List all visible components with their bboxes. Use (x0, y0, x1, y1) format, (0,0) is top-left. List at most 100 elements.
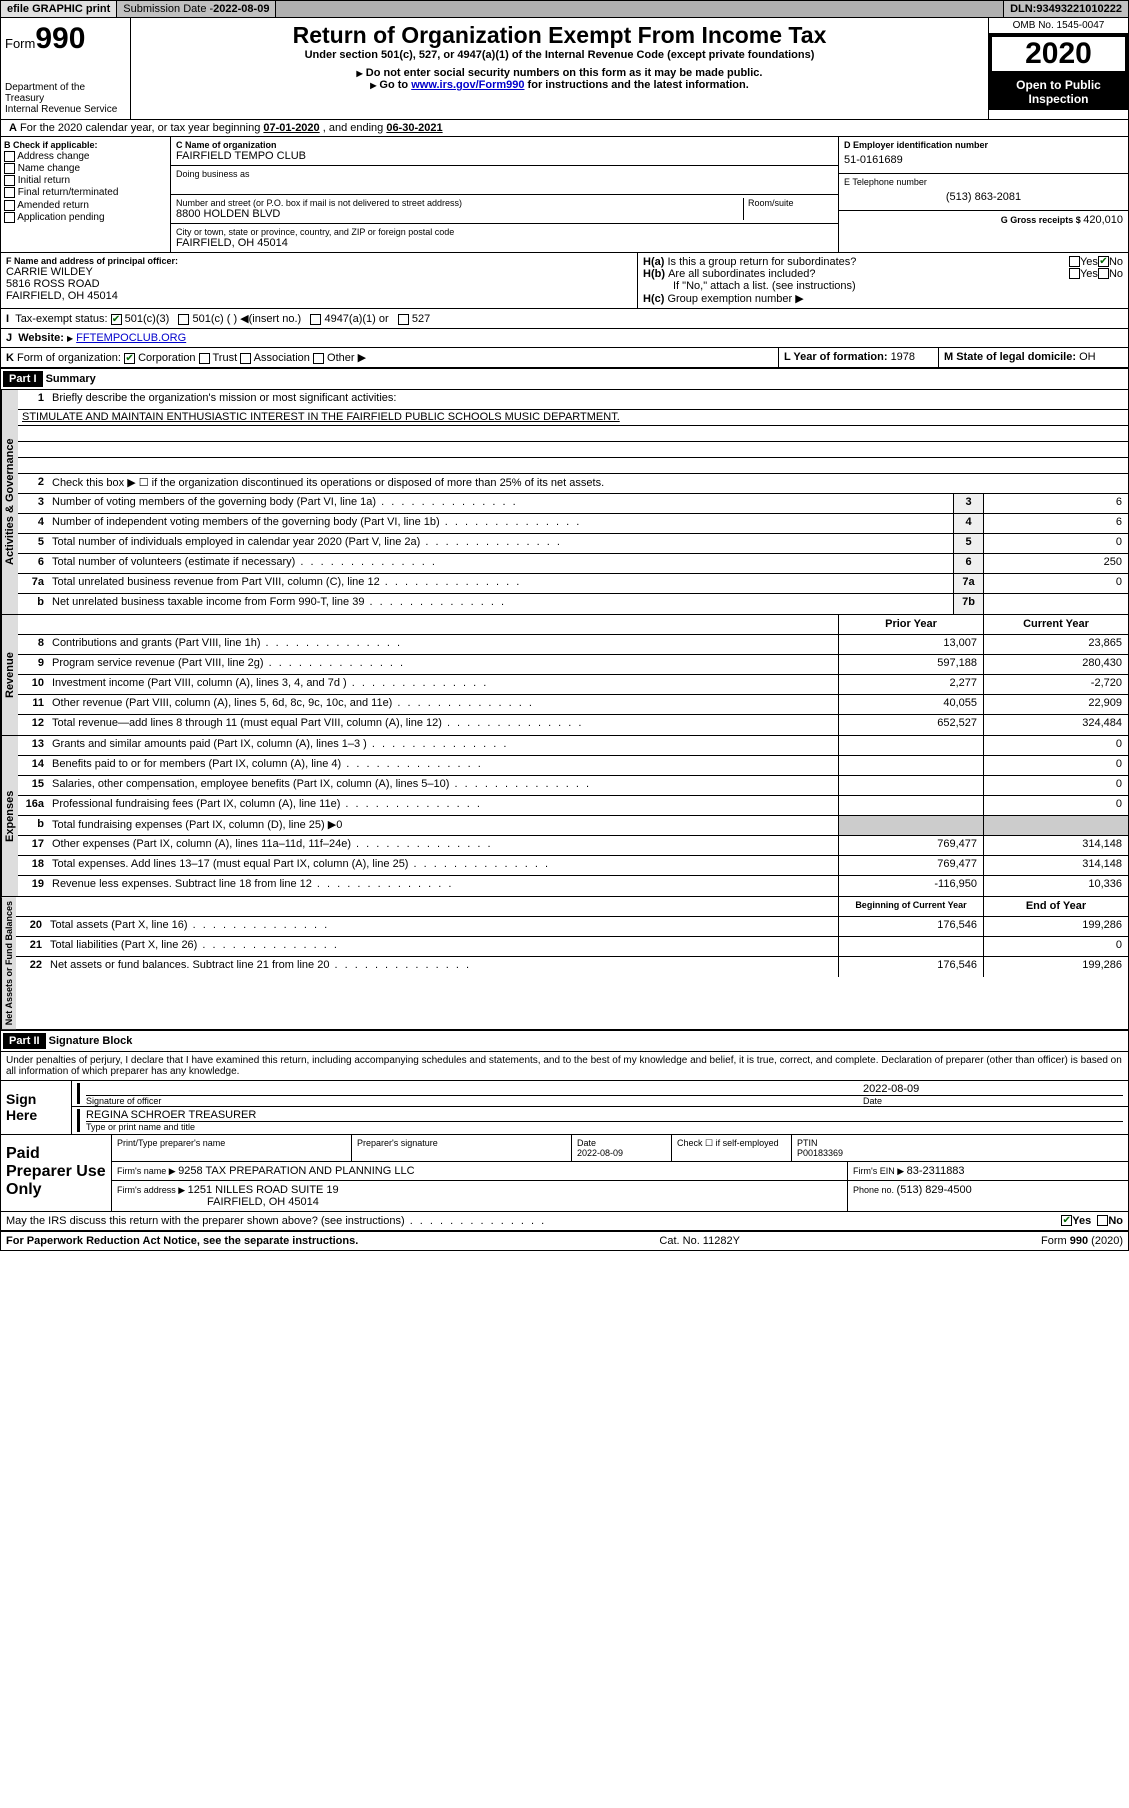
rev-line: 8Contributions and grants (Part VIII, li… (18, 635, 1128, 655)
gov-line: 4Number of independent voting members of… (18, 514, 1128, 534)
website-link[interactable]: FFTEMPOCLUB.ORG (76, 332, 186, 344)
topbar-spacer (276, 1, 1004, 17)
exp-line: 16aProfessional fundraising fees (Part I… (18, 796, 1128, 816)
topbar: efile GRAPHIC print Submission Date - 20… (0, 0, 1129, 18)
q2-label: Check this box ▶ ☐ if the organization d… (48, 474, 1128, 493)
line-l: L Year of formation: 1978 (778, 348, 938, 367)
rev-line: 9Program service revenue (Part VIII, lin… (18, 655, 1128, 675)
rev-line: 10Investment income (Part VIII, column (… (18, 675, 1128, 695)
k-other-checkbox[interactable] (313, 353, 324, 364)
i-527-checkbox[interactable] (398, 314, 409, 325)
exp-line: 13Grants and similar amounts paid (Part … (18, 736, 1128, 756)
form-header: Form990 Department of the Treasury Inter… (1, 18, 1128, 120)
col-begin-year: Beginning of Current Year (838, 897, 983, 916)
i-501c3-checkbox[interactable] (111, 314, 122, 325)
prep-self-employed: Check ☐ if self-employed (672, 1135, 792, 1161)
firm-ein: 83-2311883 (907, 1165, 965, 1177)
firm-address: 1251 NILLES ROAD SUITE 19 (188, 1184, 339, 1196)
i-4947-checkbox[interactable] (310, 314, 321, 325)
discuss-no-checkbox[interactable] (1097, 1215, 1108, 1226)
q1-label: Briefly describe the organization's miss… (48, 390, 1128, 409)
officer-name-title: REGINA SCHROER TREASURER (86, 1109, 1123, 1121)
prep-sig-label: Preparer's signature (352, 1135, 572, 1161)
discuss-yes-checkbox[interactable] (1061, 1215, 1072, 1226)
submission-date: Submission Date - 2022-08-09 (117, 1, 276, 17)
k-assoc-checkbox[interactable] (240, 353, 251, 364)
header-right: OMB No. 1545-0047 2020 Open to Public In… (988, 18, 1128, 119)
b-option[interactable]: Address change (4, 151, 167, 162)
gov-line: bNet unrelated business taxable income f… (18, 594, 1128, 614)
gov-line: 6Total number of volunteers (estimate if… (18, 554, 1128, 574)
header-mid: Return of Organization Exempt From Incom… (131, 18, 988, 119)
line-i: I Tax-exempt status: 501(c)(3) 501(c) ( … (1, 309, 561, 328)
sig-date: 2022-08-09 (863, 1083, 1123, 1095)
gov-line: 3Number of voting members of the governi… (18, 494, 1128, 514)
firm-name: 9258 TAX PREPARATION AND PLANNING LLC (178, 1165, 414, 1177)
net-line: 20Total assets (Part X, line 16)176,5461… (16, 917, 1128, 937)
sig-officer-label: Signature of officer (86, 1095, 863, 1106)
vtab-revenue: Revenue (1, 615, 18, 735)
rev-line: 12Total revenue—add lines 8 through 11 (… (18, 715, 1128, 735)
line-a: A For the 2020 calendar year, or tax yea… (1, 120, 1128, 137)
prep-print-label: Print/Type preparer's name (112, 1135, 352, 1161)
sign-here-block: Sign Here Signature of officer 2022-08-0… (1, 1081, 1128, 1135)
instructions-link[interactable]: www.irs.gov/Form990 (411, 79, 524, 91)
part1-header: Part I Summary (1, 369, 1128, 390)
section-deg: D Employer identification number51-01616… (838, 137, 1128, 252)
exp-line: 15Salaries, other compensation, employee… (18, 776, 1128, 796)
header-left: Form990 Department of the Treasury Inter… (1, 18, 131, 119)
exp-line: 19Revenue less expenses. Subtract line 1… (18, 876, 1128, 896)
exp-line: 18Total expenses. Add lines 13–17 (must … (18, 856, 1128, 876)
org-street: 8800 HOLDEN BLVD (176, 208, 743, 220)
perjury-declaration: Under penalties of perjury, I declare th… (1, 1052, 1128, 1081)
ha-no-checkbox[interactable] (1098, 256, 1109, 267)
paid-preparer-block: Paid Preparer Use Only Print/Type prepar… (1, 1135, 1128, 1212)
gov-line: 7aTotal unrelated business revenue from … (18, 574, 1128, 594)
prep-date: 2022-08-09 (577, 1148, 623, 1158)
k-corp-checkbox[interactable] (124, 353, 135, 364)
part2-header: Part II Signature Block (1, 1031, 1128, 1052)
section-b-checkboxes: B Check if applicable: Address change Na… (1, 137, 171, 252)
gov-line: 5Total number of individuals employed in… (18, 534, 1128, 554)
firm-phone: (513) 829-4500 (897, 1184, 972, 1196)
exp-line: 14Benefits paid to or for members (Part … (18, 756, 1128, 776)
org-city: FAIRFIELD, OH 45014 (176, 237, 833, 249)
line-m: M State of legal domicile: OH (938, 348, 1128, 367)
ha-yes-checkbox[interactable] (1069, 256, 1080, 267)
b-option[interactable]: Final return/terminated (4, 187, 167, 198)
discuss-line: May the IRS discuss this return with the… (1, 1212, 1128, 1232)
hb-no-checkbox[interactable] (1098, 268, 1109, 279)
org-name: FAIRFIELD TEMPO CLUB (176, 150, 833, 162)
mission-text: STIMULATE AND MAINTAIN ENTHUSIASTIC INTE… (18, 410, 1128, 426)
open-to-public: Open to Public Inspection (989, 74, 1128, 110)
gross-receipts: 420,010 (1083, 214, 1123, 226)
line-j: J Website: FFTEMPOCLUB.ORG (1, 329, 1128, 348)
k-trust-checkbox[interactable] (199, 353, 210, 364)
col-prior-year: Prior Year (838, 615, 983, 634)
vtab-expenses: Expenses (1, 736, 18, 896)
b-option[interactable]: Application pending (4, 212, 167, 223)
form-title: Return of Organization Exempt From Incom… (141, 22, 978, 49)
b-option[interactable]: Initial return (4, 175, 167, 186)
col-current-year: Current Year (983, 615, 1128, 634)
exp-line: 17Other expenses (Part IX, column (A), l… (18, 836, 1128, 856)
net-line: 22Net assets or fund balances. Subtract … (16, 957, 1128, 977)
section-c: C Name of organizationFAIRFIELD TEMPO CL… (171, 137, 838, 252)
form-subtitle: Under section 501(c), 527, or 4947(a)(1)… (141, 49, 978, 61)
net-line: 21Total liabilities (Part X, line 26)0 (16, 937, 1128, 957)
omb-number: OMB No. 1545-0047 (989, 18, 1128, 34)
footer: For Paperwork Reduction Act Notice, see … (1, 1232, 1128, 1250)
efile-print-button[interactable]: efile GRAPHIC print (1, 1, 117, 17)
vtab-net-assets: Net Assets or Fund Balances (1, 897, 16, 1029)
dln: DLN: 93493221010222 (1004, 1, 1128, 17)
vtab-governance: Activities & Governance (1, 390, 18, 614)
tax-year: 2020 (989, 34, 1128, 74)
hb-yes-checkbox[interactable] (1069, 268, 1080, 279)
section-h: H(a) Is this a group return for subordin… (638, 253, 1128, 308)
dept-treasury: Department of the Treasury Internal Reve… (5, 82, 126, 115)
b-option[interactable]: Amended return (4, 200, 167, 211)
ptin: P00183369 (797, 1148, 843, 1158)
i-501c-checkbox[interactable] (178, 314, 189, 325)
phone: (513) 863-2081 (844, 187, 1123, 207)
b-option[interactable]: Name change (4, 163, 167, 174)
